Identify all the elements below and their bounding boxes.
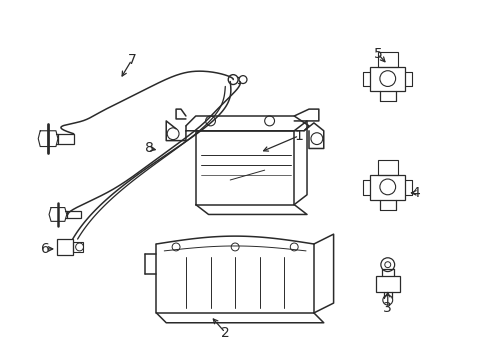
Bar [58,134,74,144]
Text: 1: 1 [294,129,303,143]
Bar [375,276,399,292]
Bar [369,67,405,91]
Text: 7: 7 [127,53,136,67]
Text: 3: 3 [383,301,391,315]
Bar [67,211,81,219]
Bar [57,239,73,255]
Text: 5: 5 [373,47,382,61]
Bar [377,52,397,67]
Text: 8: 8 [145,141,154,156]
Bar [195,131,294,204]
Text: 4: 4 [410,186,419,200]
Bar [369,175,405,200]
Bar [73,242,82,252]
Bar [377,160,397,175]
Text: 6: 6 [41,242,49,256]
Text: 2: 2 [221,325,229,339]
